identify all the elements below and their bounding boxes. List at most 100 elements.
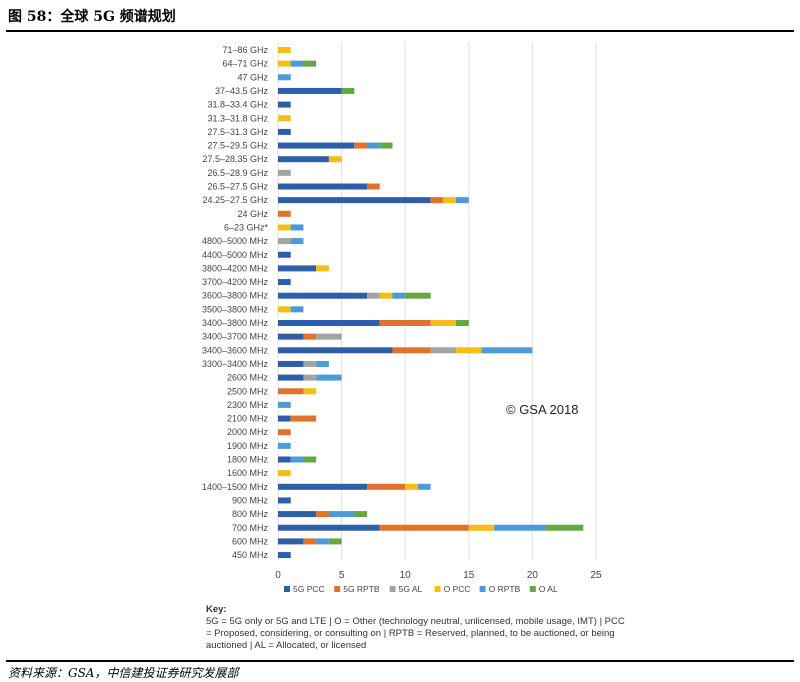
bar-5g-pcc xyxy=(278,197,431,204)
bar-o-pcc xyxy=(278,47,291,53)
bar-5g-pcc xyxy=(278,360,304,367)
bar-o-al xyxy=(456,320,469,326)
bar-o-rptb xyxy=(290,60,304,67)
bar-o-rptb xyxy=(456,197,469,204)
bar-5g-al xyxy=(303,360,317,367)
bar-o-pcc xyxy=(278,60,291,67)
bar-o-pcc xyxy=(278,224,291,231)
bar-o-rptb xyxy=(328,511,355,518)
bar-5g-pcc xyxy=(278,347,393,354)
x-tick-label: 5 xyxy=(339,570,345,581)
bar-5g-rptb xyxy=(303,538,317,545)
category-label: 2600 MHz xyxy=(227,373,269,383)
bar-5g-pcc xyxy=(278,538,304,545)
bar-5g-pcc xyxy=(278,374,304,381)
category-label: 31.8–33.4 GHz xyxy=(207,100,268,110)
bar-o-rptb xyxy=(290,306,304,313)
bar-5g-pcc xyxy=(278,524,380,531)
category-label: 900 MHz xyxy=(232,495,269,505)
category-label: 3400–3600 MHz xyxy=(202,345,269,355)
bar-o-rptb xyxy=(316,360,329,367)
bar-o-pcc xyxy=(379,292,393,299)
legend-label: 5G PCC xyxy=(293,584,325,594)
category-label: 3300–3400 MHz xyxy=(202,359,269,369)
legend-swatch xyxy=(334,586,341,592)
bar-o-rptb xyxy=(316,538,329,545)
legend-label: 5G AL xyxy=(399,584,423,594)
category-label: 2500 MHz xyxy=(227,386,269,396)
category-label: 27.5–29.5 GHz xyxy=(207,141,268,151)
bar-o-rptb xyxy=(278,74,291,81)
bar-5g-pcc xyxy=(278,156,329,163)
bar-o-rptb xyxy=(494,524,546,531)
bar-o-pcc xyxy=(405,483,418,490)
bar-o-rptb xyxy=(290,456,304,463)
bar-5g-rptb xyxy=(367,183,380,190)
legend-label: O AL xyxy=(539,584,558,594)
bar-o-rptb xyxy=(290,238,304,245)
bar-5g-pcc xyxy=(278,265,317,272)
bar-5g-pcc xyxy=(278,483,368,490)
category-label: 27.5–31.3 GHz xyxy=(207,127,268,137)
bar-5g-pcc xyxy=(278,183,368,190)
legend-label: 5G RPTB xyxy=(343,584,380,594)
category-label: 3800–4200 MHz xyxy=(202,263,269,273)
category-label: 47 GHz xyxy=(237,72,268,82)
bar-o-pcc xyxy=(443,197,457,204)
bar-5g-rptb xyxy=(278,429,291,436)
legend-swatch xyxy=(434,586,441,592)
x-tick-label: 0 xyxy=(275,570,281,581)
x-tick-label: 25 xyxy=(590,570,602,581)
category-label: 700 MHz xyxy=(232,523,269,533)
bar-5g-al xyxy=(303,374,317,381)
x-tick-label: 20 xyxy=(527,570,539,581)
category-label: 3500–3800 MHz xyxy=(202,304,269,314)
x-tick-label: 10 xyxy=(400,570,412,581)
key-text: 5G = 5G only or 5G and LTE | O = Other (… xyxy=(206,616,625,651)
chart-key: Key: 5G = 5G only or 5G and LTE | O = Ot… xyxy=(206,604,626,652)
bar-o-al xyxy=(545,524,584,531)
category-label: 450 MHz xyxy=(232,550,269,560)
bar-o-pcc xyxy=(278,306,291,313)
bar-5g-rptb xyxy=(278,388,304,395)
x-tick-labels: 0 5 10 15 20 25 xyxy=(275,570,602,581)
gridlines xyxy=(277,42,597,560)
bar-5g-rptb xyxy=(379,320,431,326)
bars xyxy=(278,47,584,559)
bar-o-rptb xyxy=(392,292,406,299)
bar-5g-pcc xyxy=(278,87,342,94)
bar-5g-al xyxy=(278,169,291,176)
category-label: 1400–1500 MHz xyxy=(202,482,269,492)
category-label: 4400–5000 MHz xyxy=(202,250,269,260)
category-label: 6–23 GHz* xyxy=(224,222,269,232)
legend-swatch xyxy=(529,586,536,592)
legend-swatch xyxy=(479,586,486,592)
bar-5g-pcc xyxy=(278,142,355,149)
category-label: 27.5–28.35 GHz xyxy=(202,154,268,164)
bar-o-al xyxy=(303,456,317,463)
category-label: 2100 MHz xyxy=(227,414,269,424)
category-label: 71–86 GHz xyxy=(222,45,268,55)
bar-5g-pcc xyxy=(278,101,291,108)
bar-5g-pcc xyxy=(278,128,291,135)
bar-5g-al xyxy=(430,347,457,354)
category-label: 26.5–28.9 GHz xyxy=(207,168,268,178)
legend-swatch xyxy=(284,586,290,592)
bar-5g-pcc xyxy=(278,251,291,258)
category-label: 1800 MHz xyxy=(227,455,269,465)
bar-o-rptb xyxy=(316,374,342,381)
bar-o-rptb xyxy=(481,347,533,354)
category-label: 1600 MHz xyxy=(227,468,269,478)
bar-5g-rptb xyxy=(379,524,469,531)
category-label: 3600–3800 MHz xyxy=(202,291,269,301)
category-label: 4800–5000 MHz xyxy=(202,236,269,246)
bar-5g-rptb xyxy=(278,210,291,217)
bar-o-pcc xyxy=(316,265,329,272)
category-label: 24 GHz xyxy=(237,209,268,219)
bar-5g-pcc xyxy=(278,497,291,504)
bar-5g-al xyxy=(316,333,342,340)
category-label: 800 MHz xyxy=(232,509,269,519)
bar-o-pcc xyxy=(468,524,495,531)
category-label: 3400–3800 MHz xyxy=(202,318,269,328)
legend-swatch xyxy=(389,586,396,592)
